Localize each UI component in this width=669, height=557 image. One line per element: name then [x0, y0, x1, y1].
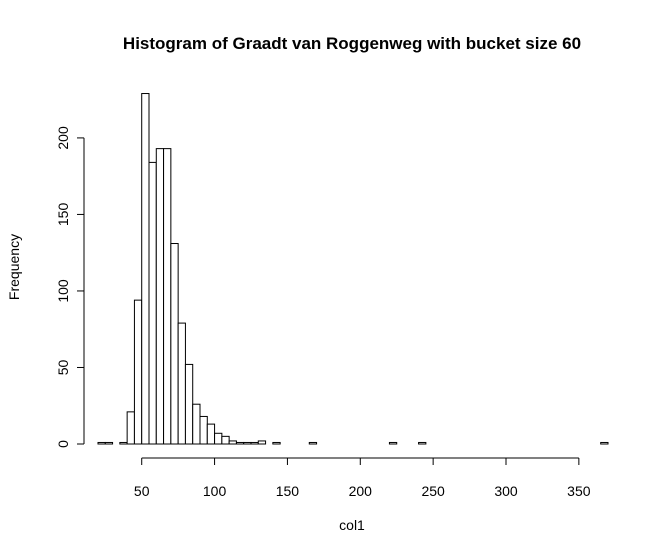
histogram-bar: [600, 441, 609, 445]
x-axis-label: col1: [339, 517, 365, 533]
histogram-bar: [214, 432, 223, 445]
histogram-bar: [228, 440, 237, 445]
y-tick-label: 150: [55, 203, 71, 227]
y-tick-label: 50: [55, 359, 71, 375]
x-axis: 50 100 150 200 250 300 350: [134, 457, 591, 499]
histogram-bar: [221, 435, 230, 445]
x-tick-label: 50: [134, 483, 150, 499]
x-tick-label: 200: [349, 483, 373, 499]
y-axis: 0 50 100 150 200: [55, 126, 85, 448]
histogram-bar: [308, 441, 318, 445]
histogram-bar: [104, 441, 114, 445]
chart-title: Histogram of Graadt van Roggenweg with b…: [123, 34, 581, 53]
histogram-bar: [418, 441, 427, 445]
y-axis-label: Frequency: [6, 234, 22, 300]
histogram-bar: [243, 441, 252, 445]
histogram-bar: [206, 423, 216, 445]
histogram-bar: [192, 403, 201, 445]
histogram-bar: [199, 415, 208, 445]
histogram-bar: [250, 441, 259, 445]
histogram-bar: [119, 441, 128, 445]
histogram-bar: [272, 441, 281, 445]
histogram-bar: [170, 243, 179, 445]
y-tick-label: 100: [55, 279, 71, 303]
histogram-bars: [97, 93, 609, 445]
histogram-bar: [148, 161, 157, 445]
histogram-bar: [177, 322, 186, 445]
histogram-bar: [235, 441, 245, 445]
histogram-bar: [126, 411, 135, 445]
histogram-bar: [133, 299, 143, 445]
histogram-bar: [184, 363, 194, 445]
x-tick-label: 250: [421, 483, 445, 499]
x-tick-label: 150: [276, 483, 300, 499]
x-tick-label: 300: [494, 483, 518, 499]
histogram-bar: [257, 440, 267, 445]
histogram-bar: [155, 148, 165, 445]
x-tick-label: 350: [567, 483, 591, 499]
y-tick-label: 200: [55, 126, 71, 150]
histogram-bar: [388, 441, 398, 445]
histogram-bar: [97, 441, 106, 445]
x-tick-label: 100: [203, 483, 227, 499]
histogram-bar: [163, 148, 172, 445]
histogram-bar: [141, 93, 150, 445]
y-tick-label: 0: [55, 440, 71, 448]
